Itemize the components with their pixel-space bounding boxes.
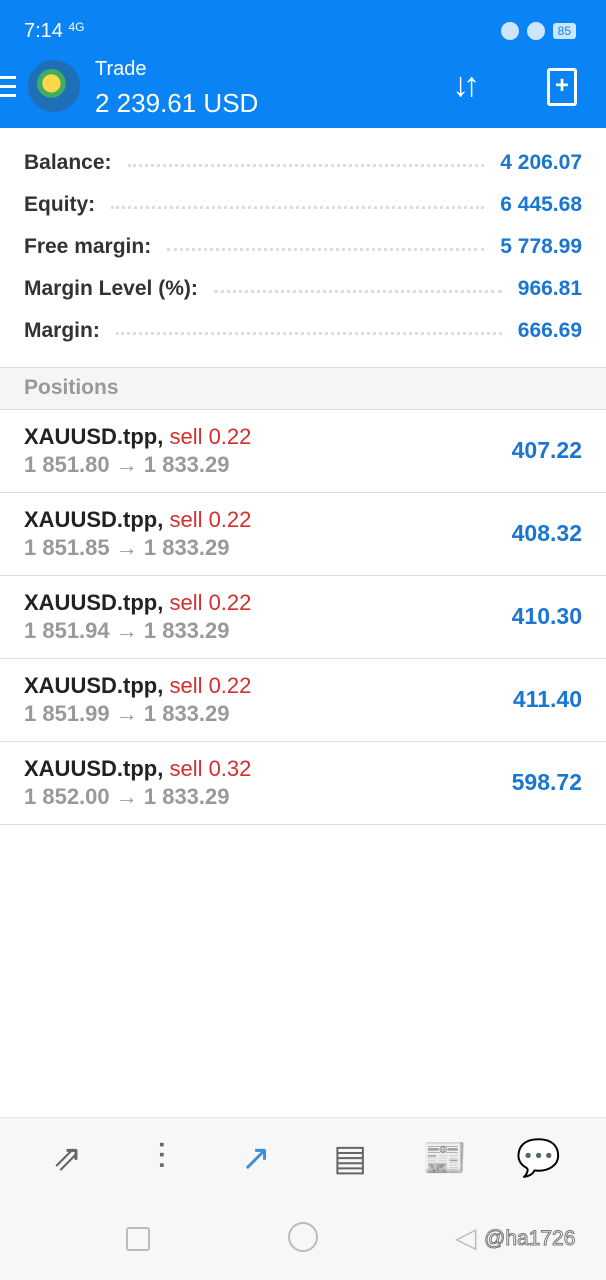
trade-icon[interactable]: ↗ [240,1136,271,1178]
symbol: XAUUSD.tpp, [24,424,164,449]
symbol: XAUUSD.tpp, [24,507,164,532]
prices: 1 851.99 → 1 833.29 [24,701,230,726]
profit: 411.40 [512,686,582,712]
value: 6 445.68 [500,193,582,216]
header-balance: 2 239.61 USD [95,88,259,118]
summary-equity: Equity: 6 445.68 [0,184,606,226]
app-header: 7:14 4G 85 Trade 2 239.61 USD ↓↑ + [0,0,606,128]
prices: 1 852.00 → 1 833.29 [24,784,230,809]
profit: 410.30 [511,603,582,629]
symbol: XAUUSD.tpp, [24,756,164,781]
position-row[interactable]: XAUUSD.tpp, sell 0.22 1 851.99 → 1 833.29… [0,659,606,742]
battery-icon: 85 [552,23,576,39]
profit: 598.72 [511,769,582,795]
side: sell 0.32 [169,756,252,781]
position-row[interactable]: XAUUSD.tpp, sell 0.32 1 852.00 → 1 833.29… [0,742,606,825]
summary-balance: Balance: 4 206.07 [0,142,606,184]
recents-button[interactable] [126,1227,150,1251]
side: sell 0.22 [169,507,252,532]
summary-free-margin: Free margin: 5 778.99 [0,226,606,268]
positions-header: Positions [0,367,606,410]
chart-icon[interactable]: ⫶ [156,1136,166,1177]
chat-icon[interactable]: 💬 [516,1136,562,1178]
system-nav: ◁ @ha1726 [0,1197,606,1280]
status-time: 7:14 4G [24,20,85,43]
history-icon[interactable]: ▤ [333,1136,368,1178]
position-row[interactable]: XAUUSD.tpp, sell 0.22 1 851.80 → 1 833.29… [0,410,606,493]
shield-icon [500,22,519,40]
page-title: Trade [95,58,147,80]
value: 966.81 [517,277,582,300]
summary-margin: Margin: 666.69 [0,310,606,352]
position-row[interactable]: XAUUSD.tpp, sell 0.22 1 851.85 → 1 833.29… [0,493,606,576]
label: Equity: [24,193,96,216]
value: 4 206.07 [500,151,582,174]
label: Free margin: [24,235,152,258]
account-summary: Balance: 4 206.07 Equity: 6 445.68 Free ma… [0,142,606,352]
quotes-icon[interactable]: ⇗ [52,1136,83,1178]
summary-margin-level: Margin Level (%): 966.81 [0,268,606,310]
prices: 1 851.80 → 1 833.29 [24,452,230,477]
back-button[interactable]: ◁ [455,1222,477,1253]
label: Margin: [24,319,100,342]
signal-icon: 4G [68,20,85,34]
time: 7:14 [24,20,63,42]
app-logo [28,60,80,112]
positions-list: XAUUSD.tpp, sell 0.22 1 851.80 → 1 833.29… [0,410,606,825]
profit: 408.32 [511,520,582,546]
symbol: XAUUSD.tpp, [24,590,164,615]
prices: 1 851.94 → 1 833.29 [24,618,230,643]
app-status-icon [526,22,545,40]
side: sell 0.22 [169,590,252,615]
status-icons: 85 [500,22,576,40]
sort-icon[interactable]: ↓↑ [452,66,480,104]
value: 666.69 [517,319,582,342]
prices: 1 851.85 → 1 833.29 [24,535,230,560]
label: Margin Level (%): [24,277,198,300]
value: 5 778.99 [500,235,582,258]
profit: 407.22 [511,437,582,463]
home-button[interactable] [288,1222,318,1252]
position-row[interactable]: XAUUSD.tpp, sell 0.22 1 851.94 → 1 833.29… [0,576,606,659]
new-order-icon[interactable]: + [547,68,577,106]
side: sell 0.22 [169,673,252,698]
symbol: XAUUSD.tpp, [24,673,164,698]
side: sell 0.22 [169,424,252,449]
bottom-nav: ⇗ ⫶ ↗ ▤ 📰 💬 [0,1117,606,1197]
watermark: @ha1726 [483,1227,576,1251]
label: Balance: [24,151,112,174]
menu-icon[interactable] [0,76,16,103]
news-icon[interactable]: 📰 [422,1136,467,1178]
